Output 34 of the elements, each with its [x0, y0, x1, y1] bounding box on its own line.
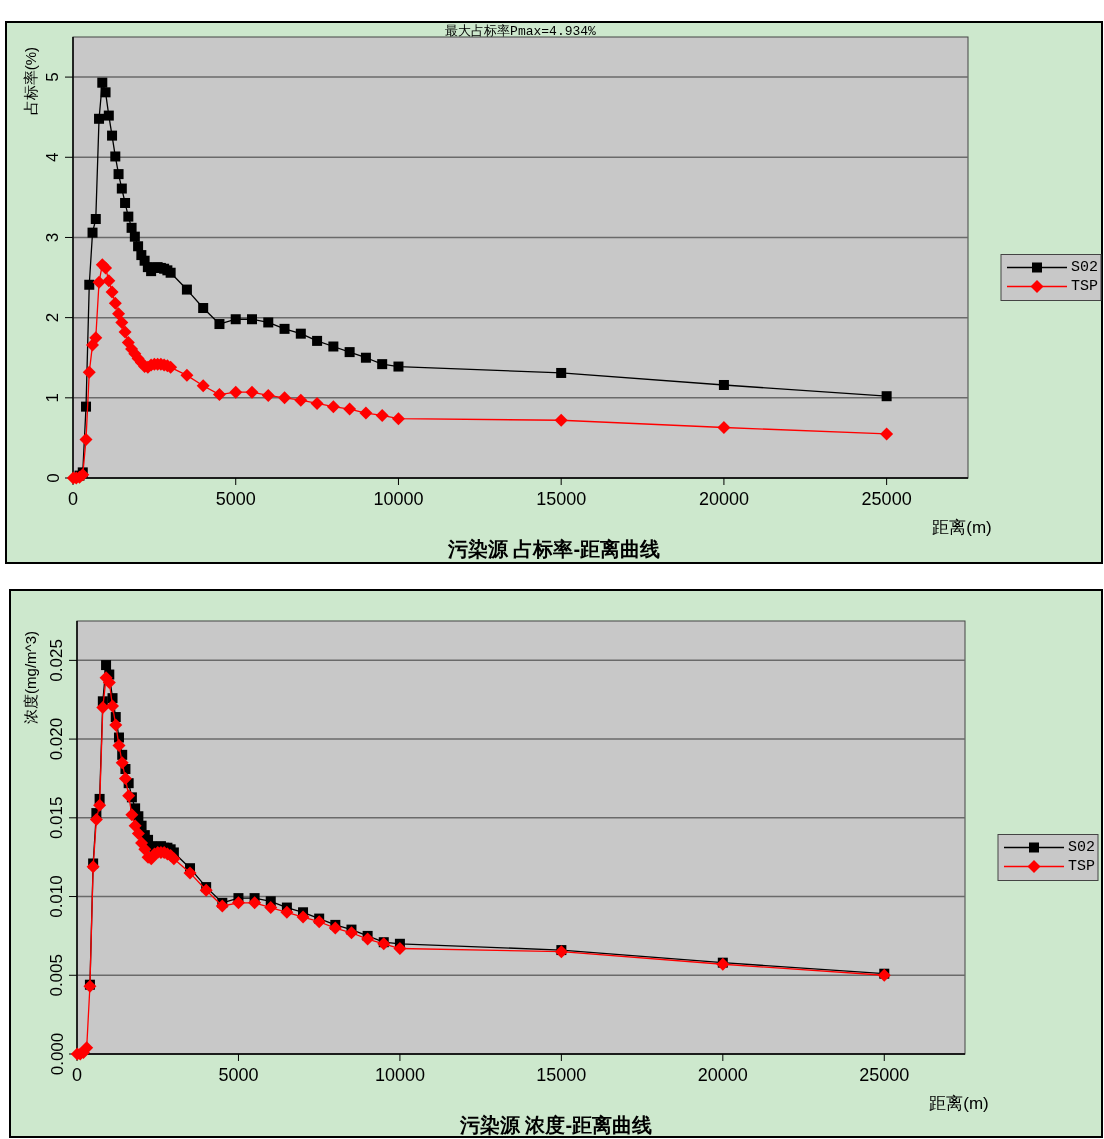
y-tick-label: 0.025	[47, 639, 67, 682]
text: 污染源 浓度-距离曲线	[458, 1114, 653, 1136]
x-tick-label: 15000	[536, 489, 587, 509]
legend-label: S02	[1068, 839, 1096, 856]
y-tick-label: 0.015	[47, 796, 67, 840]
y-tick-label: 4	[43, 152, 63, 163]
y-tick-label: 0.005	[47, 954, 67, 997]
x-tick-label: 0	[71, 1065, 83, 1085]
x-axis-title: 距离(m)	[932, 518, 992, 537]
y-tick-label: 5	[43, 72, 63, 82]
x-tick-label: 5000	[218, 1065, 259, 1085]
text: 污染源 占标率-距离曲线	[446, 538, 661, 560]
y-axis-title: 浓度(mg/m^3)	[21, 631, 39, 724]
y-tick-label: 3	[43, 232, 63, 243]
legend-label: TSP	[1068, 858, 1096, 875]
y-tick-label: 0	[43, 473, 63, 483]
x-tick-label: 20000	[697, 1065, 748, 1085]
x-tick-label: 20000	[698, 489, 749, 509]
x-axis-title: 距离(m)	[929, 1094, 989, 1113]
x-tick-label: 5000	[215, 489, 256, 509]
x-tick-label: 15000	[536, 1065, 587, 1085]
x-tick-label: 10000	[373, 489, 424, 509]
chart-subtitle: 最大占标率Pmax=4.934%	[445, 23, 597, 39]
x-tick-label: 10000	[374, 1065, 425, 1085]
y-tick-label: 2	[43, 312, 63, 323]
y-tick-label: 0.020	[47, 717, 67, 761]
y-axis-title: 占标率(%)	[21, 47, 39, 116]
legend-label: S02	[1071, 259, 1099, 276]
y-tick-label: 1	[43, 393, 63, 403]
y-tick-label: 0.000	[47, 1032, 67, 1076]
y-tick-label: 0.010	[47, 875, 67, 918]
legend-label: TSP	[1071, 278, 1099, 295]
x-tick-label: 25000	[861, 489, 912, 509]
x-tick-label: 25000	[859, 1065, 910, 1085]
